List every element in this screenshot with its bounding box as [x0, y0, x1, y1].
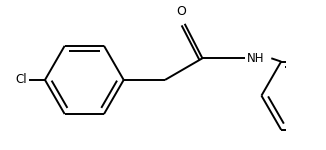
- Text: Cl: Cl: [16, 73, 27, 86]
- Text: NH: NH: [247, 52, 264, 65]
- Text: O: O: [176, 5, 186, 18]
